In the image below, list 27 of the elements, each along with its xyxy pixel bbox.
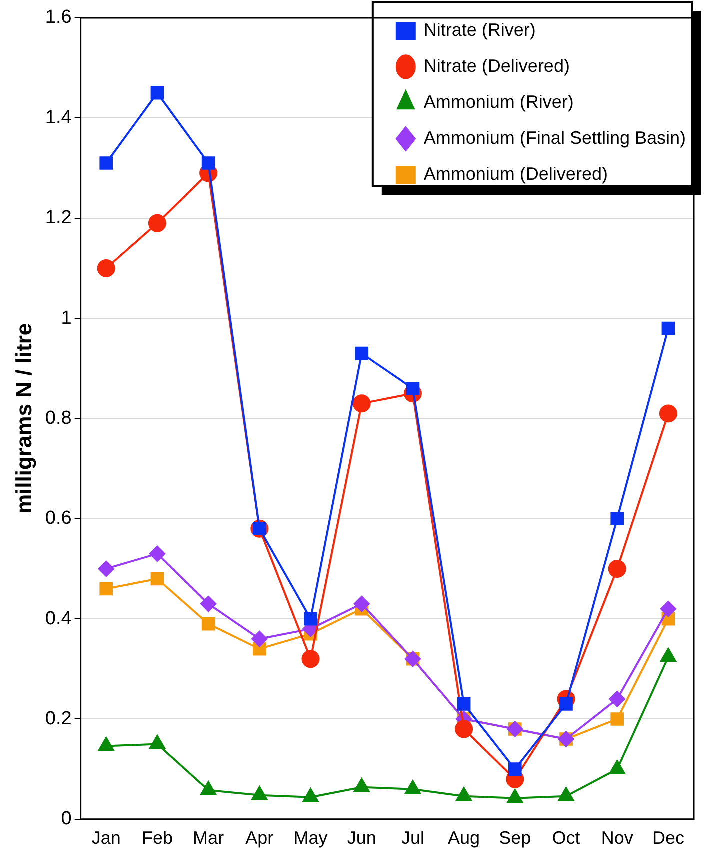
legend-label: Ammonium (Delivered) xyxy=(424,164,608,184)
x-tick-label: Jul xyxy=(401,828,424,848)
y-tick-label: 1.4 xyxy=(45,107,72,128)
y-tick-label: 0.6 xyxy=(45,508,72,530)
y-tick-label: 1.2 xyxy=(45,208,72,229)
x-tick-label: Aug xyxy=(448,828,480,848)
x-tick-label: Sep xyxy=(499,828,532,848)
x-tick-label: Dec xyxy=(652,828,684,848)
y-tick-label: 0.8 xyxy=(45,408,72,429)
y-axis-title: milligrams N / litre xyxy=(11,323,36,514)
y-tick-label: 0.4 xyxy=(45,608,72,630)
legend-label: Nitrate (Delivered) xyxy=(424,56,570,76)
x-tick-label: Nov xyxy=(601,828,634,848)
x-tick-label: Apr xyxy=(246,828,274,848)
x-tick-label: Mar xyxy=(193,828,224,848)
x-tick-label: Jun xyxy=(347,828,376,848)
x-tick-label: Feb xyxy=(142,828,173,848)
x-tick-label: Oct xyxy=(552,828,580,848)
legend-label: Ammonium (River) xyxy=(424,92,574,112)
y-tick-label: 1 xyxy=(61,308,72,329)
x-tick-label: May xyxy=(294,828,328,848)
y-tick-label: 0.2 xyxy=(45,708,72,730)
legend-label: Nitrate (River) xyxy=(424,20,536,40)
x-tick-label: Jan xyxy=(92,828,121,848)
legend-label: Ammonium (Final Settling Basin) xyxy=(424,128,686,148)
y-tick-label: 1.6 xyxy=(45,7,72,28)
y-tick-label: 0 xyxy=(61,808,72,830)
